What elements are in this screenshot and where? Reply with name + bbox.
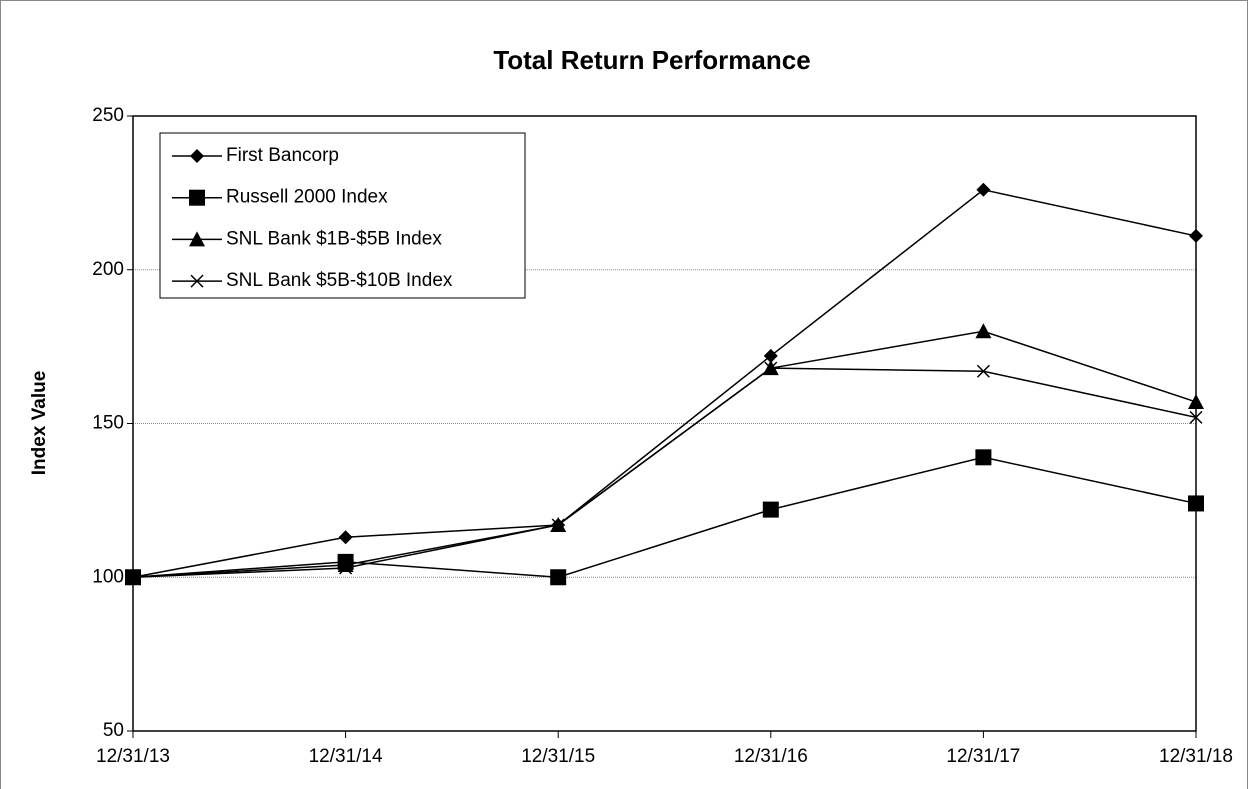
y-axis-label: Index Value [29,371,50,476]
x-tick-label: 12/31/18 [1159,746,1233,767]
marker [975,323,992,339]
legend-marker [189,231,205,247]
legend-marker [190,149,204,163]
x-tick-label: 12/31/16 [734,746,808,767]
legend-marker [189,189,205,206]
marker [976,182,991,197]
legend-marker [190,274,204,288]
legend-label: SNL Bank $5B-$10B Index [226,270,453,291]
legend-label: SNL Bank $1B-$5B Index [226,228,442,249]
y-tick-label: 250 [92,105,124,126]
y-tick-label: 200 [92,259,124,280]
marker [1189,410,1203,424]
x-tick-label: 12/31/15 [521,746,595,767]
marker [762,501,779,518]
series-line [132,456,1197,579]
series-line [132,330,1197,578]
legend-box [159,132,526,299]
series-line [132,367,1197,578]
marker [1188,495,1204,512]
marker [126,570,140,584]
legend-label: Russell 2000 Index [226,187,388,208]
marker [550,569,567,586]
x-tick-label: 12/31/17 [946,746,1020,767]
x-tick-label: 12/31/14 [309,746,383,767]
marker [1189,228,1203,243]
marker [339,561,353,575]
legend-label: First Bancorp [226,145,339,166]
marker [764,361,778,375]
y-tick-label: 50 [103,720,124,741]
plot-area [132,115,1197,732]
marker [338,530,353,545]
marker [763,348,778,363]
marker [975,449,992,466]
x-tick-label: 12/31/13 [96,746,170,767]
marker [1188,393,1204,409]
y-tick-label: 100 [92,566,124,587]
series-line [132,188,1197,578]
y-tick-label: 150 [92,413,124,434]
marker [551,518,565,532]
chart-title: Total Return Performance [493,45,810,75]
marker [976,364,990,378]
